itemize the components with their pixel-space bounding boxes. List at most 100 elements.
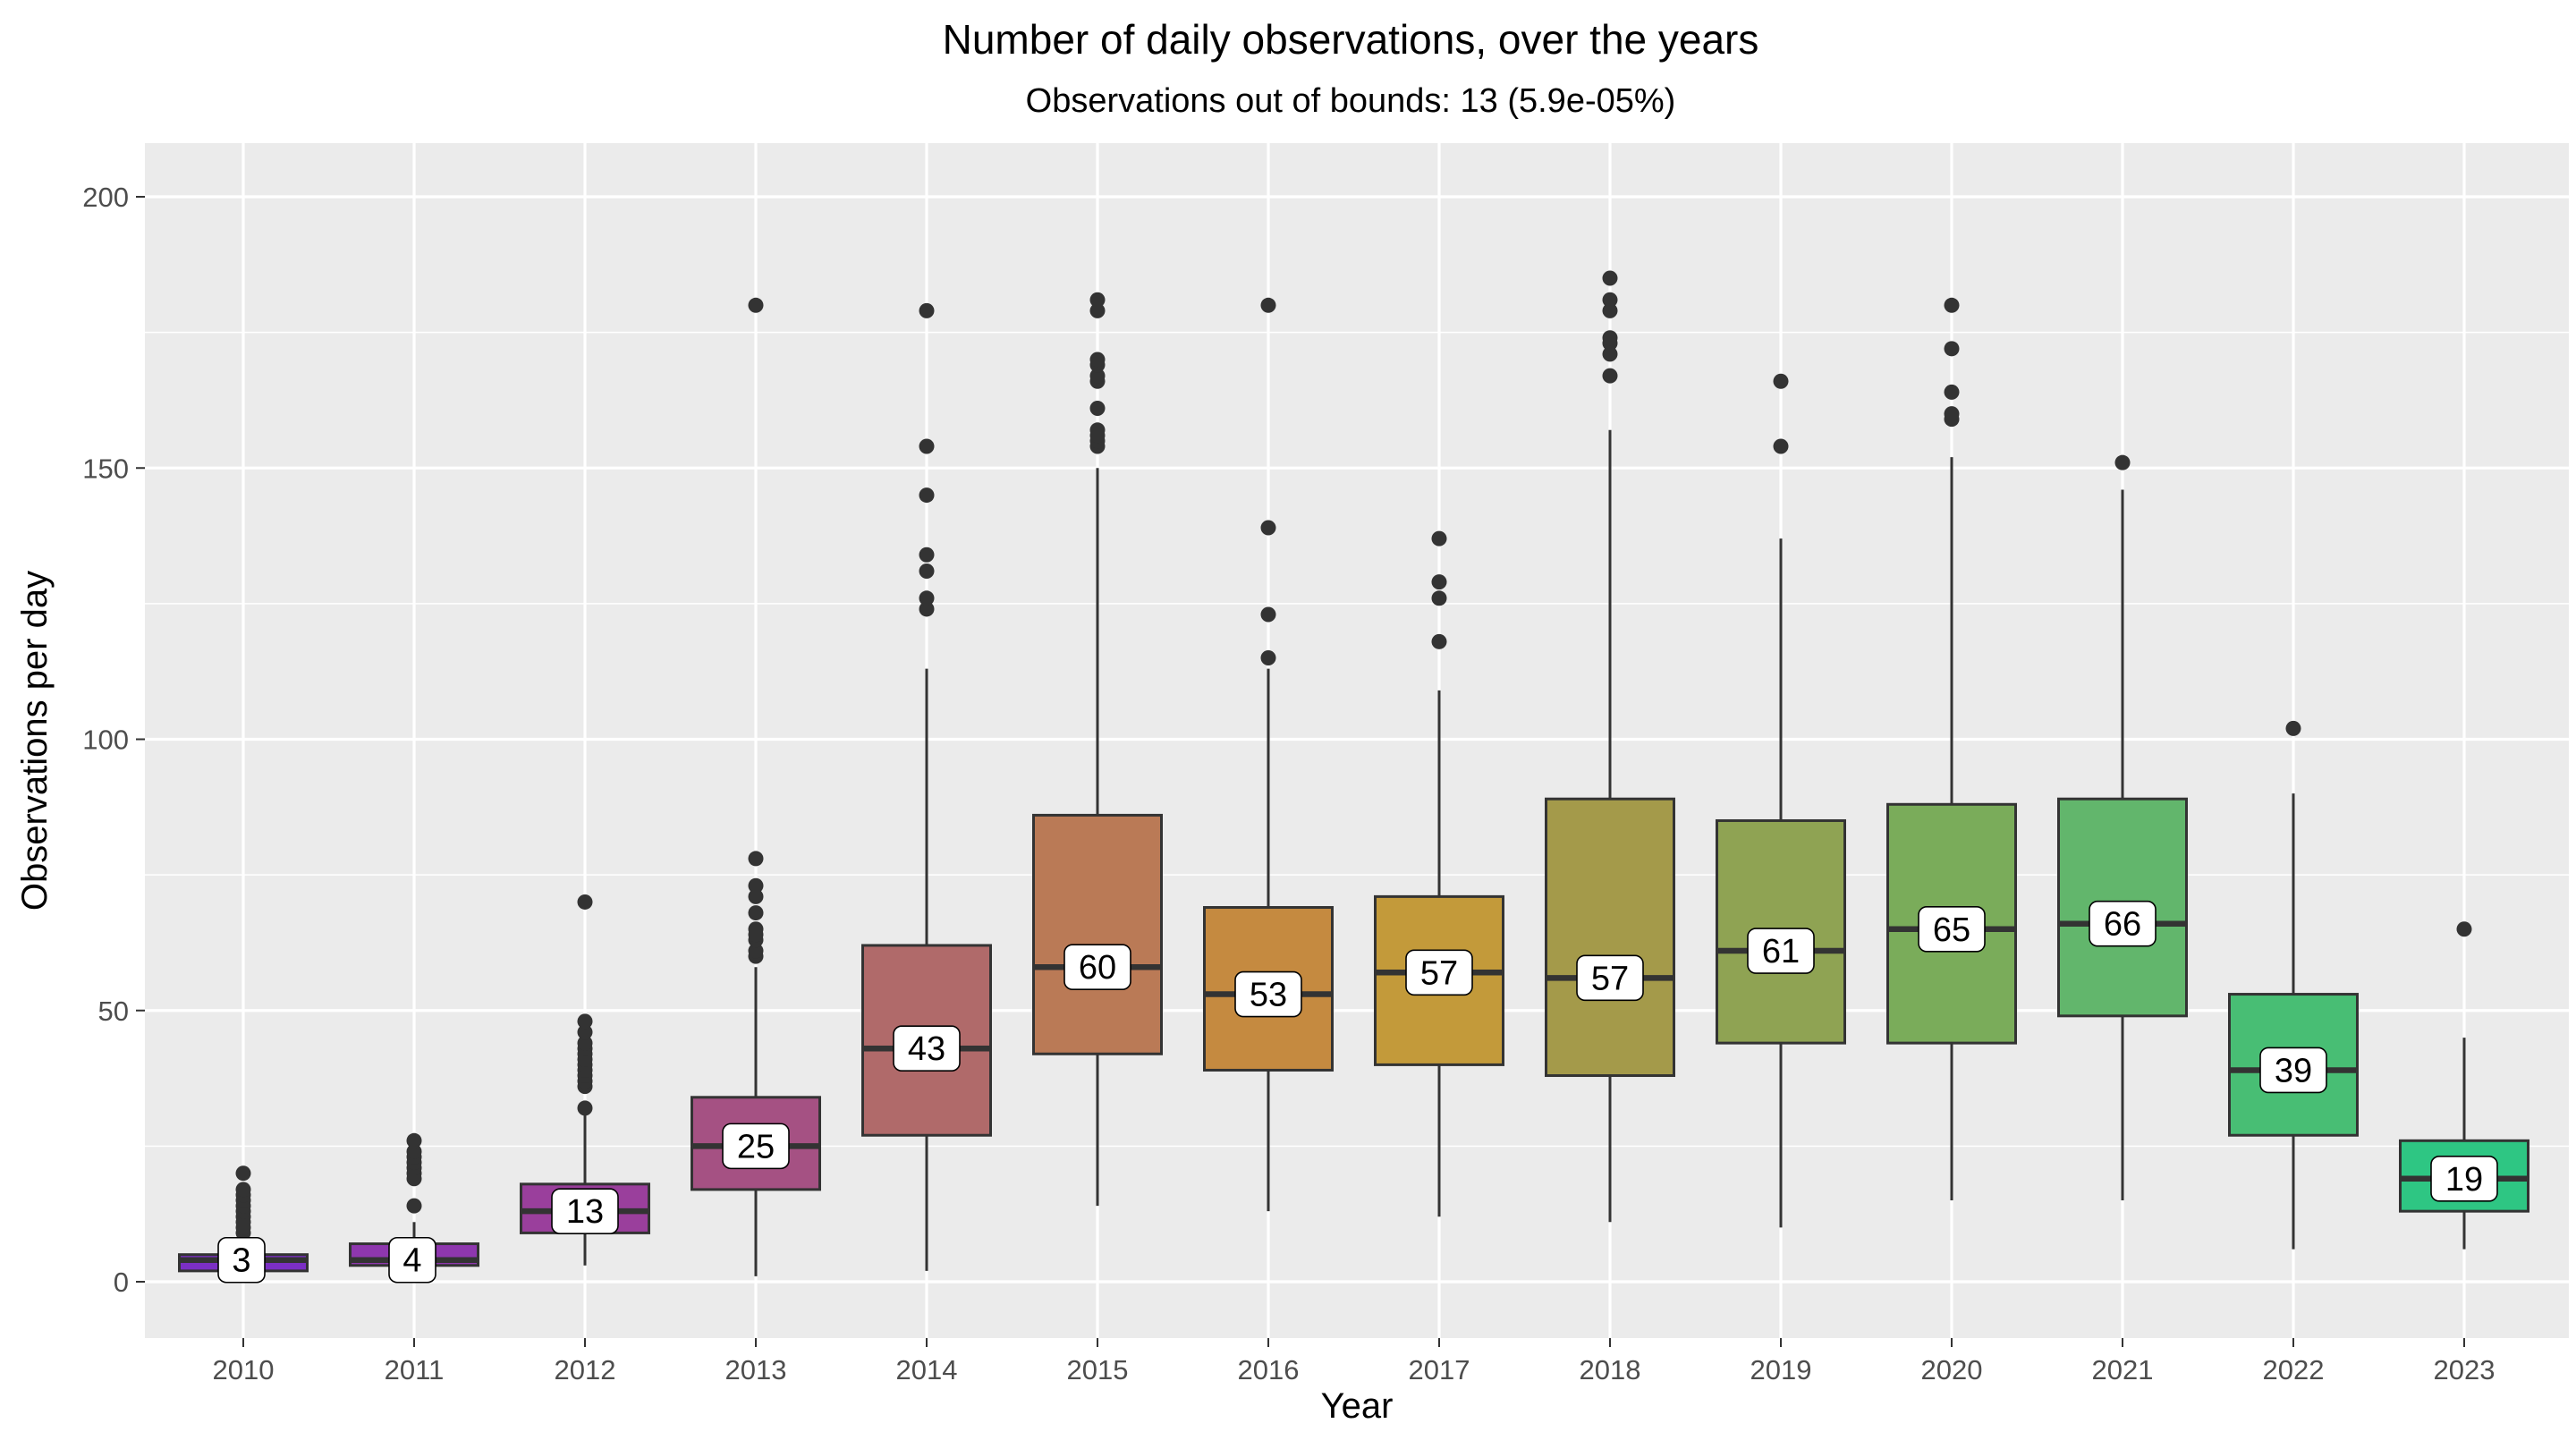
outlier-point xyxy=(1431,530,1447,547)
chart-title: Number of daily observations, over the y… xyxy=(943,16,1759,63)
outlier-point xyxy=(406,1132,422,1148)
x-tick-label: 2021 xyxy=(2092,1354,2154,1385)
box-iqr xyxy=(1032,813,1163,1055)
outlier-point xyxy=(748,888,764,904)
median-label: 4 xyxy=(402,1242,421,1280)
box-2016: 53 xyxy=(1203,297,1334,1212)
median-label-box xyxy=(1405,949,1473,996)
box-2022: 39 xyxy=(2228,720,2359,1250)
box-2012: 13 xyxy=(520,894,650,1266)
median-label-box xyxy=(893,1025,961,1072)
outlier-point xyxy=(1260,650,1276,666)
outlier-point xyxy=(1602,270,1618,286)
median-label-box xyxy=(1576,954,1644,1002)
box-iqr xyxy=(1545,797,1675,1078)
median-label-box xyxy=(2259,1046,2327,1094)
outlier-point xyxy=(1089,352,1106,368)
outlier-point xyxy=(1089,401,1106,417)
x-tick-label: 2023 xyxy=(2434,1354,2496,1385)
outlier-point xyxy=(919,590,935,606)
outlier-point xyxy=(1260,297,1276,313)
y-tick-label: 100 xyxy=(82,724,129,756)
box-2013: 25 xyxy=(691,297,821,1276)
outlier-point xyxy=(748,921,764,937)
median-label-box xyxy=(551,1188,619,1234)
x-tick-label: 2015 xyxy=(1067,1354,1129,1385)
outlier-point xyxy=(1602,368,1618,384)
median-label: 66 xyxy=(2104,906,2141,944)
outlier-point xyxy=(1602,346,1618,362)
outlier-point xyxy=(2456,921,2472,937)
outlier-point xyxy=(235,1182,251,1198)
x-tick-label: 2010 xyxy=(213,1354,275,1385)
median-label: 25 xyxy=(737,1128,775,1165)
median-label: 3 xyxy=(232,1242,250,1280)
median-label: 65 xyxy=(1933,911,1970,949)
outlier-point xyxy=(1944,297,1960,313)
median-label-box xyxy=(1063,944,1131,991)
outlier-point xyxy=(1944,341,1960,357)
x-tick-label: 2016 xyxy=(1238,1354,1300,1385)
outlier-point xyxy=(1089,292,1106,308)
chart-subtitle: Observations out of bounds: 13 (5.9e-05%… xyxy=(1026,82,1676,120)
outlier-point xyxy=(2114,454,2131,470)
outlier-point xyxy=(919,547,935,563)
outlier-point xyxy=(577,894,593,910)
outlier-point xyxy=(919,487,935,504)
x-tick-label: 2014 xyxy=(896,1354,958,1385)
outlier-point xyxy=(919,438,935,454)
box-2014: 43 xyxy=(861,302,992,1271)
x-tick-label: 2012 xyxy=(555,1354,616,1385)
outlier-point xyxy=(1602,330,1618,346)
y-tick-label: 50 xyxy=(98,996,129,1027)
median-label: 61 xyxy=(1762,933,1800,970)
outlier-point xyxy=(577,1024,593,1040)
outlier-point xyxy=(406,1143,422,1159)
outlier-point xyxy=(1602,302,1618,318)
median-label: 60 xyxy=(1079,949,1116,987)
median-label: 53 xyxy=(1250,977,1287,1014)
median-label-box xyxy=(2430,1155,2498,1202)
box-2015: 60 xyxy=(1032,292,1163,1207)
median-label-box xyxy=(388,1236,436,1284)
y-axis: 0 50 100 150 200 xyxy=(82,182,145,1298)
outlier-point xyxy=(1260,606,1276,623)
box-2023: 19 xyxy=(2399,921,2529,1250)
x-tick-label: 2022 xyxy=(2263,1354,2325,1385)
median-label-box xyxy=(1918,905,1986,953)
y-tick-label: 200 xyxy=(82,182,129,213)
outlier-point xyxy=(748,851,764,867)
outlier-point xyxy=(919,601,935,617)
outlier-point xyxy=(1260,520,1276,536)
box-iqr xyxy=(2057,797,2188,1018)
median-label-box xyxy=(217,1236,266,1284)
outlier-point xyxy=(1089,302,1106,318)
outlier-point xyxy=(2285,720,2301,736)
median-label-box xyxy=(722,1123,790,1170)
box-2018: 57 xyxy=(1545,270,1675,1223)
outlier-point xyxy=(1944,384,1960,400)
outlier-point xyxy=(577,1013,593,1030)
x-tick-label: 2013 xyxy=(725,1354,787,1385)
y-tick-label: 0 xyxy=(114,1267,129,1298)
outlier-point xyxy=(748,943,764,959)
x-tick-label: 2018 xyxy=(1580,1354,1641,1385)
median-label: 57 xyxy=(1420,954,1458,992)
outlier-point xyxy=(1431,574,1447,590)
outlier-point xyxy=(1431,590,1447,606)
outlier-point xyxy=(748,905,764,921)
x-axis-title: Year xyxy=(1321,1386,1394,1426)
outlier-point xyxy=(748,297,764,313)
outlier-point xyxy=(235,1165,251,1182)
box-series: 3 4 13 25 43 60 53 57 57 61 65 66 39 19 xyxy=(178,270,2529,1284)
y-axis-title: Observations per day xyxy=(15,571,55,911)
box-2010: 3 xyxy=(178,1165,309,1284)
outlier-point xyxy=(577,1100,593,1116)
box-2017: 57 xyxy=(1374,530,1504,1217)
box-2011: 4 xyxy=(349,1132,479,1284)
outlier-point xyxy=(1089,422,1106,438)
outlier-point xyxy=(1944,406,1960,422)
x-axis: 2010 2011 2012 2013 2014 2015 2016 2017 2018 2019… xyxy=(213,1338,2496,1385)
outlier-point xyxy=(577,1035,593,1051)
